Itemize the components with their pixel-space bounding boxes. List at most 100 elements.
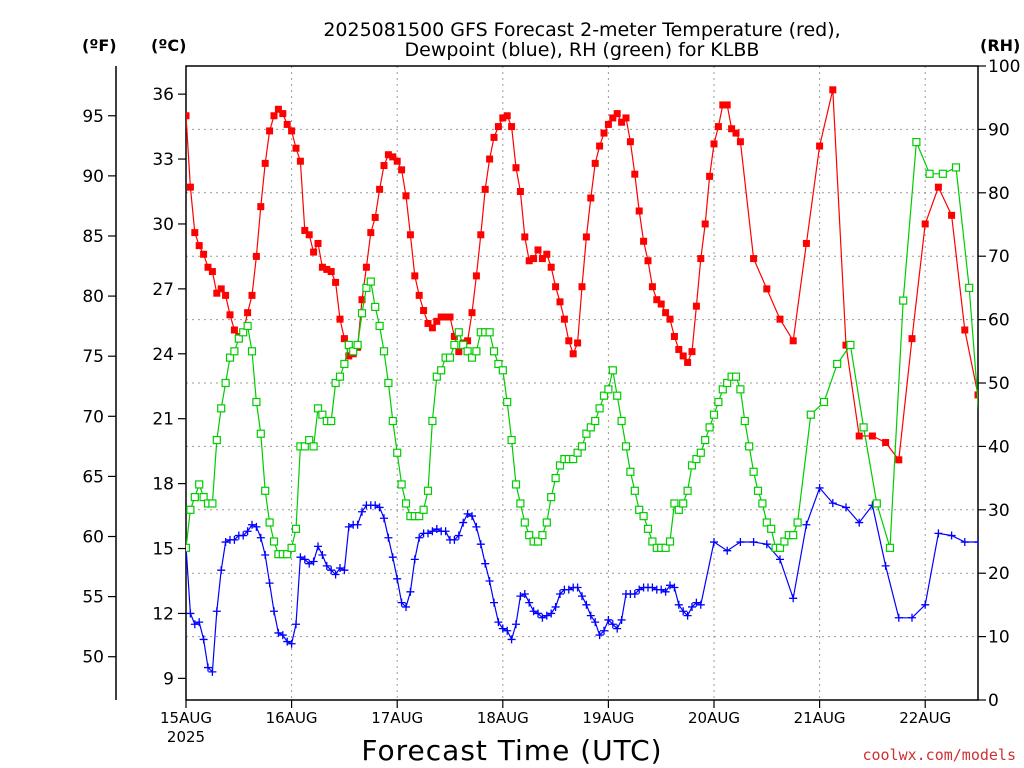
data-point (375, 503, 384, 512)
data-point (199, 493, 208, 502)
data-point (961, 326, 969, 334)
data-point (305, 435, 314, 445)
data-point (318, 551, 327, 560)
data-point (516, 188, 524, 196)
axes: 9 12 15 18 21 24 27 30 33 36 50 55 60 65 70 75 80 85 90 95 0… (82, 57, 1020, 727)
data-point (384, 533, 393, 542)
data-point (859, 423, 868, 432)
data-point (398, 166, 406, 174)
data-point (309, 557, 318, 566)
data-point (371, 213, 379, 221)
data-point (415, 291, 423, 299)
data-point (265, 579, 274, 588)
data-point (600, 626, 608, 635)
data-point (538, 255, 546, 263)
data-point (921, 600, 930, 609)
data-point (243, 527, 252, 536)
data-point (525, 531, 534, 540)
data-point (547, 609, 556, 618)
data-point (217, 404, 226, 413)
data-point (665, 537, 675, 546)
data-point (428, 527, 437, 536)
data-point (908, 613, 916, 622)
x-tick-label: 19AUG (582, 709, 634, 727)
data-point (740, 416, 749, 426)
data-point (248, 520, 256, 529)
data-point (331, 378, 340, 388)
data-point (283, 120, 291, 128)
data-point (507, 435, 516, 445)
data-point (555, 461, 565, 470)
data-point (565, 337, 573, 345)
data-point (674, 600, 683, 609)
data-point (688, 348, 696, 356)
data-point (195, 480, 204, 489)
data-point (490, 133, 498, 141)
rh-tick-label: 90 (988, 120, 1010, 140)
data-point (257, 203, 265, 211)
data-point (266, 127, 274, 135)
data-point (379, 347, 389, 356)
data-point (204, 663, 212, 672)
data-point (648, 537, 657, 546)
data-point (758, 499, 767, 508)
rh-tick-label: 50 (988, 374, 1010, 394)
data-point (503, 112, 511, 120)
data-point (591, 416, 600, 426)
data-point (630, 486, 639, 495)
data-point (692, 454, 701, 464)
data-point (520, 589, 529, 598)
data-point (230, 326, 238, 334)
data-point (199, 635, 208, 644)
data-point (318, 410, 327, 419)
data-point (503, 626, 512, 635)
data-point (455, 348, 463, 356)
data-point (542, 611, 551, 620)
data-point (635, 207, 643, 215)
data-point (577, 442, 587, 451)
data-point (424, 319, 432, 327)
data-point (244, 309, 252, 317)
data-point (468, 309, 476, 317)
data-point (300, 442, 309, 451)
data-point (815, 483, 824, 492)
data-point (265, 518, 274, 527)
data-point (446, 313, 454, 321)
data-point (586, 611, 595, 620)
data-point (912, 137, 921, 147)
data-point (789, 594, 798, 603)
data-point (600, 129, 608, 137)
data-point (269, 537, 279, 546)
data-point (397, 598, 406, 607)
data-point (296, 553, 305, 562)
celsius-unit-label: (ºC) (151, 36, 186, 55)
data-point (208, 667, 217, 676)
data-point (534, 609, 542, 618)
data-point (617, 615, 626, 624)
data-point (485, 328, 494, 337)
rh-tick-label: 10 (988, 628, 1010, 648)
data-point (775, 543, 785, 552)
data-point (486, 155, 494, 163)
data-point (789, 531, 798, 540)
celsius-tick-label: 12 (152, 604, 174, 624)
data-point (415, 512, 424, 521)
data-point (947, 531, 956, 540)
fahrenheit-tick-label: 55 (82, 588, 104, 608)
data-point (239, 531, 248, 540)
data-point (305, 231, 313, 239)
data-point (696, 600, 705, 609)
data-point (428, 416, 437, 426)
data-point (221, 538, 230, 547)
rh-tick-label: 30 (988, 501, 1010, 521)
data-point (358, 507, 366, 516)
data-point (806, 410, 815, 419)
data-point (573, 583, 582, 592)
data-point (925, 169, 934, 178)
data-point (697, 255, 705, 263)
x-tick-label: 18AUG (477, 709, 529, 727)
data-point (731, 372, 741, 381)
data-point (419, 505, 428, 514)
data-point (498, 366, 507, 375)
data-point (217, 285, 225, 293)
